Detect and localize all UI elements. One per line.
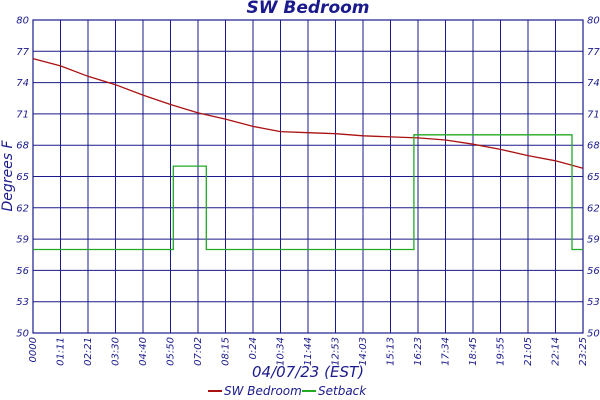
legend-setback-label: Setback — [318, 384, 367, 398]
x-tick-label: 07:02 — [193, 337, 204, 366]
y-tick-labels-left: 80 77 74 71 68 65 62 59 56 53 50 — [16, 16, 29, 340]
x-tick-label: 08:15 — [221, 337, 232, 366]
x-tick-label: 22:14 — [551, 337, 562, 366]
y-tick-label: 74 — [16, 78, 29, 89]
x-tick-label: 18:45 — [468, 337, 479, 366]
y-tick-label: 65 — [16, 172, 29, 183]
plot-border — [32, 19, 584, 334]
x-tick-label: 03:30 — [111, 337, 122, 366]
y-tick-label: 74 — [587, 78, 600, 89]
y-tick-label: 68 — [16, 141, 29, 152]
y-tick-label: 71 — [587, 109, 600, 120]
grid — [33, 20, 583, 333]
y-tick-label: 56 — [587, 266, 600, 277]
plot-frame — [32, 19, 584, 334]
x-tick-label: 16:23 — [413, 337, 424, 366]
x-tick-label: 12:53 — [331, 337, 342, 366]
x-tick-label: 02:21 — [83, 337, 94, 366]
y-tick-label: 77 — [587, 47, 600, 58]
x-tick-label: 0000 — [28, 337, 39, 362]
legend: SW Bedroom Setback — [208, 384, 367, 398]
x-tick-label: 04:40 — [138, 337, 149, 366]
y-tick-label: 59 — [16, 235, 29, 246]
x-tick-labels: 0000 01:11 02:21 03:30 04:40 05:50 07:02 08:15 0… — [28, 337, 589, 366]
y-tick-label: 50 — [16, 329, 29, 340]
legend-sw-bedroom-label: SW Bedroom — [224, 384, 302, 398]
chart-title: SW Bedroom — [246, 0, 369, 18]
x-tick-label: 17:34 — [441, 337, 452, 366]
y-tick-label: 53 — [587, 297, 600, 308]
x-tick-label: 23:25 — [578, 337, 589, 366]
y-tick-label: 80 — [587, 16, 600, 27]
y-tick-label: 68 — [587, 141, 600, 152]
x-tick-label: 11:44 — [303, 337, 314, 366]
y-tick-label: 77 — [16, 47, 29, 58]
y-tick-label: 80 — [16, 16, 29, 27]
x-tick-label: 01:11 — [56, 337, 67, 366]
x-tick-label: 0:24 — [248, 337, 259, 359]
y-tick-labels-right: 80 77 74 71 68 65 62 59 56 53 50 — [587, 16, 600, 340]
x-tick-label: 05:50 — [166, 337, 177, 366]
y-tick-label: 56 — [16, 266, 29, 277]
series-setback-line — [33, 134, 583, 251]
y-axis-label: Degrees F — [0, 140, 16, 212]
x-axis-label: 04/07/23 (EST) — [252, 363, 364, 381]
x-tick-label: 15:13 — [386, 337, 397, 366]
y-tick-label: 65 — [587, 172, 600, 183]
y-tick-label: 50 — [587, 329, 600, 340]
series-sw-bedroom-line — [32, 57, 584, 169]
y-tick-label: 59 — [587, 235, 600, 246]
y-tick-label: 53 — [16, 297, 29, 308]
x-tick-label: 19:55 — [496, 337, 507, 366]
x-tick-label: 10:34 — [276, 337, 287, 366]
series — [32, 57, 584, 251]
y-tick-label: 62 — [587, 203, 600, 214]
x-tick-label: 14:03 — [358, 337, 369, 366]
x-tick-label: 21:05 — [523, 337, 534, 366]
y-tick-label: 62 — [16, 203, 29, 214]
y-tick-label: 71 — [16, 109, 29, 120]
